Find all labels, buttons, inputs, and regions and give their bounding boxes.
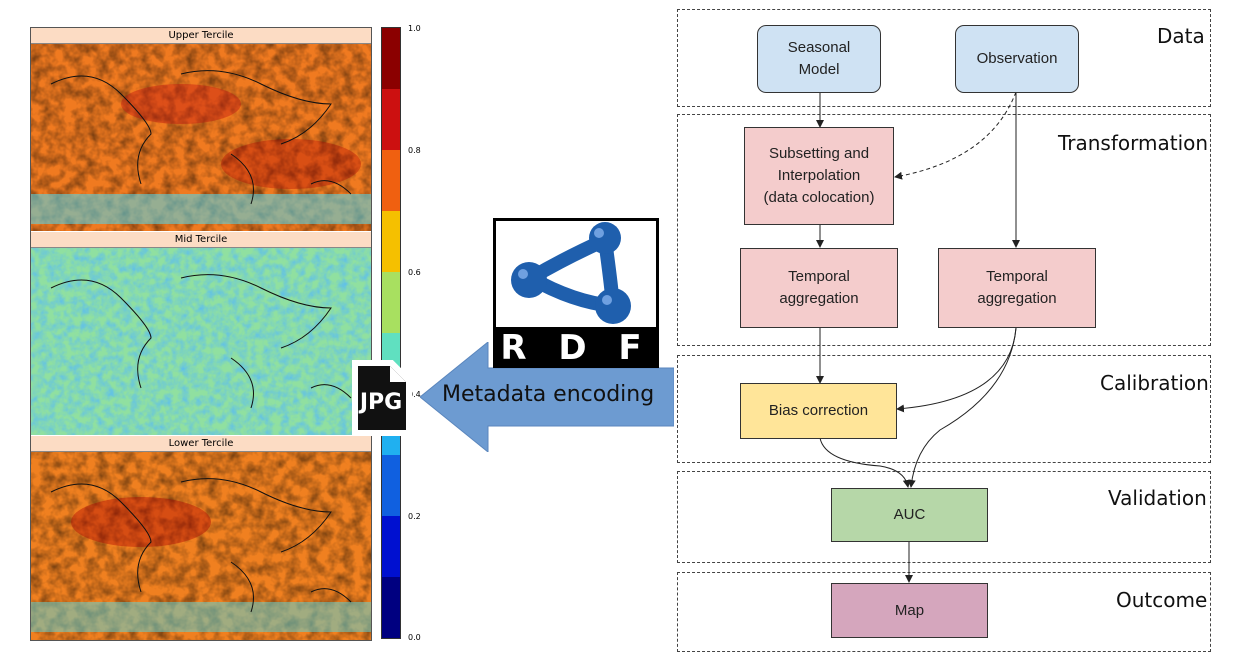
observation-label: Observation [976, 50, 1058, 68]
subsetting-line3: (data colocation) [763, 188, 875, 206]
rdf-text: R D F [500, 328, 652, 368]
colorbar-segment [382, 272, 400, 333]
colorbar-tick-0-8: 0.8 [408, 146, 421, 155]
subsetting-interpolation-node: Subsetting and Interpolation (data coloc… [744, 127, 894, 225]
metadata-encoding-arrow: Metadata encoding [419, 340, 675, 454]
stage-label-calibration: Calibration [1100, 371, 1209, 395]
lower-tercile-map [31, 452, 371, 640]
temporal-aggregation-right-line1: Temporal [986, 268, 1048, 286]
auc-label: AUC [893, 506, 926, 524]
temporal-aggregation-right-line2: aggregation [977, 290, 1057, 307]
metadata-encoding-label: Metadata encoding [442, 382, 655, 407]
colorbar-segment [382, 150, 400, 211]
panel-title-upper: Upper Tercile [31, 28, 371, 44]
seasonal-model-node: Seasonal Model [757, 25, 881, 93]
auc-node: AUC [831, 488, 988, 542]
colorbar-tick-0-2: 0.2 [408, 512, 421, 521]
rdf-logo: R D F [493, 218, 659, 368]
colorbar-segment [382, 89, 400, 150]
colorbar-segment [382, 516, 400, 577]
jpg-label: JPG [359, 390, 403, 415]
upper-tercile-map [31, 44, 371, 231]
temporal-aggregation-right-node: Temporal aggregation [938, 248, 1096, 328]
panel-title-lower: Lower Tercile [31, 436, 371, 452]
temporal-aggregation-left-node: Temporal aggregation [740, 248, 898, 328]
stage-label-outcome: Outcome [1116, 588, 1208, 612]
stage-outcome [677, 572, 1211, 652]
colorbar-segment [382, 28, 400, 89]
observation-node: Observation [955, 25, 1079, 93]
temporal-aggregation-left-line2: aggregation [779, 290, 859, 307]
stage-label-validation: Validation [1108, 486, 1207, 510]
temporal-aggregation-left-line1: Temporal [788, 268, 850, 286]
bias-correction-node: Bias correction [740, 383, 897, 439]
colorbar-tick-1: 1.0 [408, 24, 421, 33]
colorbar-tick-0-6: 0.6 [408, 268, 421, 277]
colorbar-segment [382, 577, 400, 638]
colorbar-segment [382, 211, 400, 272]
seasonal-model-line2: Model [798, 61, 840, 78]
subsetting-line2: Interpolation [777, 167, 861, 185]
stage-label-transformation: Transformation [1058, 131, 1209, 155]
mid-tercile-map [31, 248, 371, 435]
jpg-file-icon: JPG [348, 360, 414, 436]
colorbar-segment [382, 455, 400, 516]
map-node: Map [831, 583, 988, 638]
bias-correction-label: Bias correction [768, 402, 869, 420]
colorbar-tick-0: 0.0 [408, 633, 421, 642]
stage-label-data: Data [1157, 24, 1205, 48]
seasonal-model-line1: Seasonal [787, 39, 851, 57]
rdf-graph-icon [511, 222, 631, 324]
colorbar-tick-0-4: 0.4 [408, 390, 421, 399]
panel-title-mid: Mid Tercile [31, 232, 371, 248]
tercile-maps-figure: Upper Tercile Mid Tercile [30, 27, 372, 641]
colorbar [381, 27, 401, 639]
subsetting-line1: Subsetting and [768, 145, 870, 163]
map-label: Map [894, 601, 925, 619]
